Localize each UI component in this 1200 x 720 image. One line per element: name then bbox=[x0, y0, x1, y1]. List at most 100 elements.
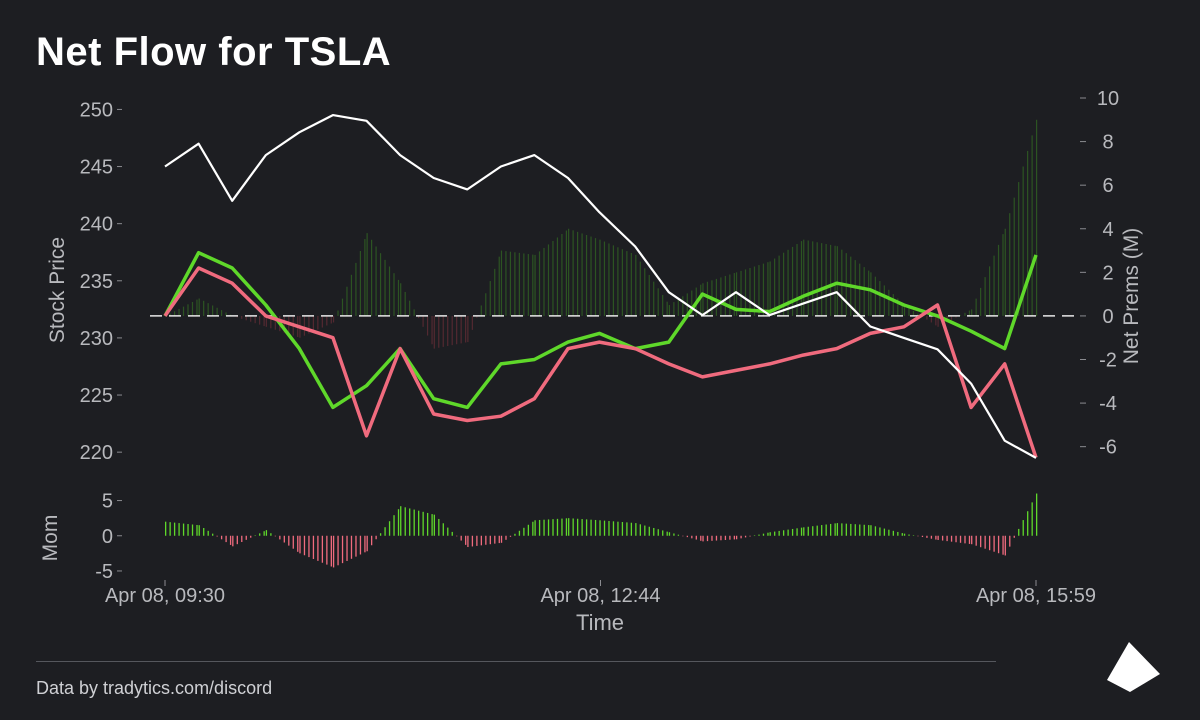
right-axis-tick-label: 10 bbox=[1097, 88, 1119, 110]
momentum-bar bbox=[303, 535, 306, 556]
net-prem-bar bbox=[668, 305, 670, 316]
momentum-bar bbox=[941, 535, 944, 541]
momentum-bar bbox=[283, 535, 285, 543]
momentum-bar bbox=[1004, 535, 1006, 556]
net-prem-bar bbox=[552, 240, 554, 316]
momentum-tick-label: 5 bbox=[102, 491, 113, 513]
momentum-bar bbox=[825, 524, 827, 536]
net-prem-bar bbox=[888, 289, 890, 316]
net-prem-bar bbox=[283, 315, 285, 333]
momentum-bar bbox=[993, 535, 995, 552]
momentum-bar bbox=[485, 535, 487, 545]
momentum-bar bbox=[1036, 493, 1038, 536]
net-prem-bar bbox=[359, 250, 361, 316]
net-prem-bar bbox=[572, 230, 574, 316]
momentum-bar bbox=[241, 535, 243, 543]
net-prem-bar bbox=[265, 315, 267, 327]
momentum-bar bbox=[229, 535, 232, 545]
momentum-bar bbox=[509, 535, 512, 537]
momentum-bar bbox=[308, 535, 310, 558]
momentum-tick-label: 0 bbox=[102, 526, 113, 548]
momentum-bar bbox=[612, 521, 615, 536]
net-prem-bar bbox=[169, 313, 171, 316]
net-prem-bar bbox=[207, 303, 209, 316]
momentum-bar bbox=[173, 522, 176, 536]
net-prem-bar bbox=[937, 315, 939, 327]
momentum-bar bbox=[576, 518, 579, 536]
bullish-flow-line bbox=[163, 250, 1038, 410]
momentum-bar bbox=[265, 530, 268, 536]
momentum-bar bbox=[312, 535, 315, 559]
momentum-bar bbox=[657, 529, 659, 536]
momentum-bar bbox=[270, 533, 272, 536]
net-prem-bar bbox=[556, 237, 559, 316]
net-prem-bar bbox=[630, 252, 632, 316]
momentum-bar bbox=[635, 523, 637, 536]
net-prem-bar bbox=[964, 312, 966, 316]
net-prem-bar bbox=[312, 315, 314, 332]
momentum-bar bbox=[375, 535, 377, 540]
net-prem-bar bbox=[715, 278, 718, 316]
net-prem-bar bbox=[442, 315, 444, 347]
net-prem-bar bbox=[590, 236, 592, 316]
momentum-bar bbox=[863, 524, 865, 536]
momentum-bar bbox=[821, 525, 823, 536]
net-prem-bar bbox=[447, 315, 449, 346]
momentum-bar bbox=[666, 531, 668, 536]
momentum-bar bbox=[196, 524, 198, 536]
net-prem-bar bbox=[762, 263, 765, 316]
net-prem-bar bbox=[308, 315, 310, 334]
momentum-bar bbox=[1013, 535, 1015, 538]
momentum-bar bbox=[1031, 502, 1033, 536]
net-prem-bar bbox=[173, 311, 176, 316]
net-prem-bar bbox=[744, 269, 747, 316]
momentum-bar bbox=[274, 535, 277, 537]
net-prem-bar bbox=[1009, 213, 1011, 316]
momentum-bar bbox=[744, 535, 747, 538]
momentum-bar bbox=[1022, 520, 1024, 536]
momentum-bar bbox=[451, 531, 453, 536]
left-axis-tick-label: 240 bbox=[80, 214, 113, 236]
momentum-bar bbox=[767, 532, 769, 536]
momentum-bar bbox=[787, 529, 789, 536]
net-prem-bar bbox=[971, 309, 973, 316]
momentum-bar bbox=[220, 535, 223, 540]
momentum-bar bbox=[480, 535, 483, 546]
momentum-bar bbox=[207, 530, 209, 536]
net-prem-bar bbox=[796, 244, 798, 316]
net-prem-bar bbox=[259, 315, 261, 325]
momentum-bar bbox=[917, 535, 919, 537]
net-prem-bar bbox=[565, 230, 567, 316]
momentum-bar bbox=[888, 529, 890, 536]
momentum-bar bbox=[250, 535, 252, 538]
net-prem-bar bbox=[635, 254, 637, 316]
momentum-bar bbox=[695, 535, 697, 540]
net-prem-bar bbox=[433, 315, 435, 349]
net-prem-bar bbox=[774, 258, 776, 316]
momentum-bar bbox=[617, 521, 619, 536]
net-prem-bar bbox=[594, 238, 597, 316]
momentum-bar bbox=[892, 530, 894, 536]
right-axis-tick-label: 8 bbox=[1102, 132, 1113, 154]
net-prem-bar bbox=[883, 285, 885, 316]
right-axis-tick-label: -4 bbox=[1099, 393, 1117, 415]
net-prem-bar bbox=[767, 262, 769, 316]
momentum-bar bbox=[198, 525, 200, 536]
momentum-bar bbox=[955, 535, 957, 543]
momentum-bar bbox=[964, 535, 966, 544]
net-prem-bar bbox=[897, 298, 899, 316]
page-title: Net Flow for TSLA bbox=[36, 30, 392, 74]
net-prem-bar bbox=[874, 276, 876, 316]
net-prem-bar bbox=[926, 315, 928, 320]
momentum-bar bbox=[518, 530, 521, 536]
net-prem-bar bbox=[534, 254, 536, 316]
net-prem-bar bbox=[489, 281, 491, 316]
net-prem-bar bbox=[471, 315, 473, 330]
momentum-bar bbox=[568, 518, 570, 536]
net-prem-bar bbox=[505, 251, 507, 316]
momentum-bar bbox=[700, 535, 702, 541]
momentum-bar bbox=[337, 535, 339, 566]
net-prem-bar bbox=[803, 239, 805, 316]
momentum-bar bbox=[456, 535, 458, 537]
